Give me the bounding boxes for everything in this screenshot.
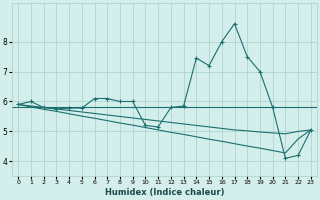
X-axis label: Humidex (Indice chaleur): Humidex (Indice chaleur) xyxy=(105,188,224,197)
